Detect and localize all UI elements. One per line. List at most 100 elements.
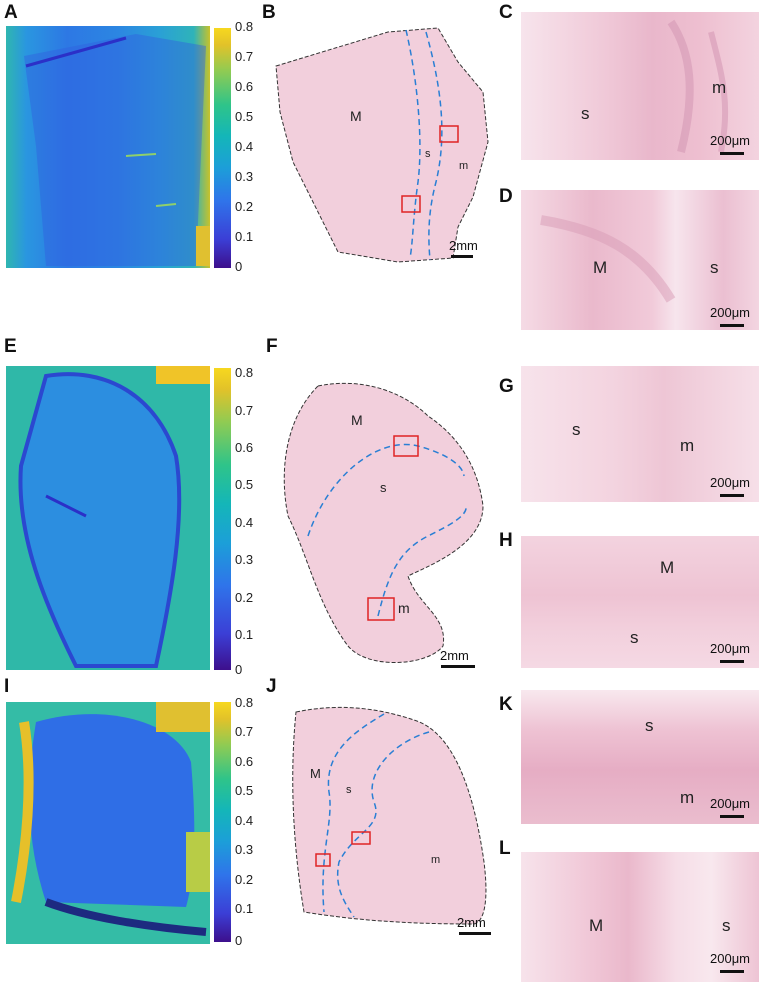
tissue-overview-b	[275, 27, 489, 263]
label-submucosa: s	[380, 480, 387, 495]
panel-label-c: C	[499, 2, 513, 23]
scale-label: 200μm	[710, 133, 751, 148]
colorbar-a	[214, 28, 231, 268]
scale-label: 200μm	[710, 641, 751, 656]
colorbar-tick: 0.2	[235, 199, 254, 214]
colorbar-tick: 0.7	[235, 403, 254, 418]
panel-label-g: G	[499, 376, 514, 397]
histology-zoom-l	[521, 852, 759, 982]
label-mucosa: m	[398, 600, 410, 616]
scale-bar	[441, 665, 475, 668]
colorbar-tick: 0.6	[235, 754, 254, 769]
roi-box	[315, 853, 331, 867]
histology-zoom-d	[521, 190, 759, 330]
label-submucosa: s	[645, 716, 654, 735]
scale-bar	[720, 494, 744, 497]
tissue-overview-f	[283, 382, 484, 663]
heatmap-a-texture	[24, 34, 210, 266]
colorbar-tick: 0.4	[235, 813, 254, 828]
label-muscle: M	[350, 108, 362, 124]
heatmap-a	[6, 26, 210, 268]
colorbar-tick: 0.5	[235, 783, 254, 798]
colorbar-tick: 0	[235, 933, 243, 948]
scale-label: 200μm	[710, 305, 751, 320]
label-mucosa: m	[712, 78, 727, 97]
label-submucosa: s	[346, 784, 352, 796]
roi-box	[367, 597, 395, 621]
label-submucosa: s	[581, 104, 590, 123]
panel-label-j: J	[266, 676, 277, 697]
colorbar-tick: 0.5	[235, 477, 254, 492]
colorbar-tick: 0.4	[235, 139, 254, 154]
histology-zoom-g	[521, 366, 759, 502]
scale-label: 2mm	[440, 648, 469, 663]
label-muscle: M	[660, 558, 675, 577]
scale-bar	[720, 970, 744, 973]
colorbar-tick: 0.1	[235, 627, 254, 642]
label-muscle: M	[589, 916, 604, 935]
label-muscle: M	[310, 766, 321, 781]
scale-label: 200μm	[710, 475, 751, 490]
colorbar-tick: 0.8	[235, 19, 254, 34]
label-mucosa: m	[459, 160, 469, 172]
label-submucosa: s	[722, 916, 731, 935]
scale-bar	[720, 152, 744, 155]
heatmap-e-texture	[6, 366, 210, 670]
label-submucosa: s	[710, 258, 719, 277]
label-muscle: M	[593, 258, 608, 277]
colorbar-tick: 0.3	[235, 169, 254, 184]
colorbar-tick: 0.2	[235, 590, 254, 605]
histology-zoom-c	[521, 12, 759, 160]
colorbar-tick: 0.1	[235, 229, 254, 244]
label-submucosa: s	[630, 628, 639, 647]
scale-bar	[720, 815, 744, 818]
label-submucosa: s	[425, 148, 431, 160]
colorbar-tick: 0.3	[235, 842, 254, 857]
panel-label-f: F	[266, 336, 278, 357]
panel-label-k: K	[499, 694, 513, 715]
colorbar-tick: 0.6	[235, 79, 254, 94]
colorbar-tick: 0.3	[235, 552, 254, 567]
colorbar-tick: 0.2	[235, 872, 254, 887]
colorbar-tick: 0	[235, 259, 243, 274]
colorbar-tick: 0.6	[235, 440, 254, 455]
colorbar-tick: 0.7	[235, 49, 254, 64]
label-mucosa: m	[431, 854, 441, 866]
heatmap-i-texture	[6, 702, 210, 944]
scale-label: 2mm	[449, 238, 478, 253]
label-muscle: M	[351, 412, 363, 428]
panel-label-l: L	[499, 838, 511, 859]
colorbar-tick: 0	[235, 662, 243, 677]
panel-label-e: E	[4, 336, 17, 357]
colorbar-i	[214, 702, 231, 942]
scale-label: 200μm	[710, 796, 751, 811]
heatmap-i	[6, 702, 210, 944]
colorbar-tick: 0.8	[235, 365, 254, 380]
panel-label-d: D	[499, 186, 513, 207]
roi-box	[351, 831, 371, 845]
roi-box	[401, 195, 421, 213]
panel-label-b: B	[262, 2, 276, 23]
panel-label-a: A	[4, 2, 18, 23]
scale-bar	[459, 932, 491, 935]
label-mucosa: m	[680, 436, 695, 455]
colorbar-tick: 0.8	[235, 695, 254, 710]
label-submucosa: s	[572, 420, 581, 439]
scale-bar	[720, 324, 744, 327]
histology-zoom-h	[521, 536, 759, 668]
panel-label-i: I	[4, 676, 10, 697]
colorbar-tick: 0.1	[235, 901, 254, 916]
colorbar-tick: 0.4	[235, 515, 254, 530]
scale-bar	[720, 660, 744, 663]
scale-label: 2mm	[457, 915, 486, 930]
panel-label-h: H	[499, 530, 513, 551]
scale-bar	[451, 255, 473, 258]
scale-label: 200μm	[710, 951, 751, 966]
roi-box	[393, 435, 419, 457]
colorbar-e	[214, 368, 231, 670]
tissue-overview-j	[292, 706, 487, 925]
heatmap-e	[6, 366, 210, 670]
histology-zoom-k	[521, 690, 759, 824]
colorbar-tick: 0.7	[235, 724, 254, 739]
label-mucosa: m	[680, 788, 695, 807]
